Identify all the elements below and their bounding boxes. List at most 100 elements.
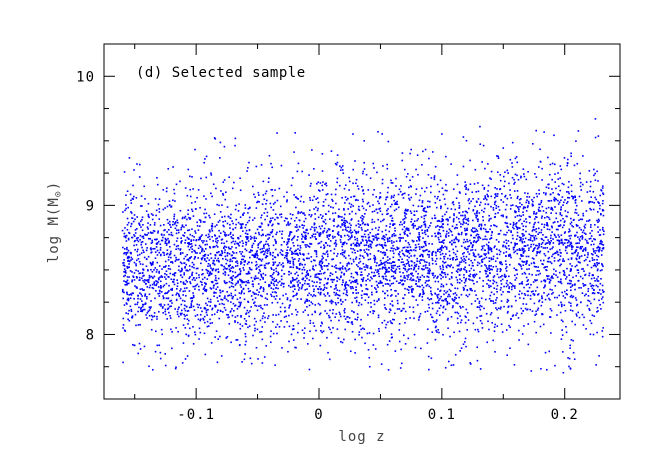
scatter-point [272, 321, 274, 323]
scatter-point [408, 291, 410, 294]
scatter-point [169, 305, 171, 308]
scatter-point [336, 181, 338, 184]
scatter-point [423, 268, 425, 271]
scatter-point [374, 258, 377, 260]
scatter-point [402, 193, 404, 195]
scatter-point [495, 288, 498, 290]
scatter-point [368, 356, 371, 359]
scatter-point [160, 286, 162, 289]
scatter-point [386, 167, 389, 170]
scatter-point [521, 260, 523, 263]
scatter-point [218, 303, 221, 305]
scatter-point [431, 151, 434, 153]
scatter-point [438, 307, 441, 310]
scatter-point [424, 260, 426, 263]
scatter-point [315, 253, 318, 255]
scatter-point [485, 198, 488, 201]
scatter-point [445, 246, 448, 249]
scatter-point [428, 285, 431, 288]
scatter-point [458, 264, 460, 267]
scatter-point [323, 293, 325, 296]
scatter-point [177, 258, 179, 261]
scatter-point [544, 247, 546, 249]
scatter-point [391, 304, 394, 307]
scatter-point [135, 237, 138, 240]
scatter-point [122, 246, 124, 249]
scatter-point [303, 212, 305, 214]
scatter-point [121, 229, 124, 232]
scatter-point [339, 226, 342, 228]
scatter-point [203, 332, 206, 335]
scatter-point [374, 348, 377, 350]
scatter-point [143, 251, 145, 254]
scatter-point [572, 339, 574, 342]
scatter-point [158, 208, 161, 210]
scatter-point [443, 198, 446, 200]
scatter-point [536, 286, 539, 289]
scatter-point [295, 249, 297, 252]
scatter-point [571, 310, 574, 312]
scatter-point [142, 263, 144, 266]
scatter-point [237, 321, 239, 324]
scatter-point [411, 176, 414, 178]
scatter-point [147, 269, 149, 272]
scatter-point [364, 299, 367, 302]
scatter-point [142, 279, 144, 282]
scatter-point [601, 208, 604, 211]
scatter-point [139, 238, 141, 241]
scatter-point [537, 293, 539, 296]
scatter-point [271, 301, 274, 304]
scatter-point [367, 249, 370, 251]
scatter-point [185, 224, 187, 227]
scatter-point [446, 300, 449, 303]
scatter-point [249, 268, 252, 271]
scatter-point [495, 281, 498, 284]
scatter-point [551, 231, 553, 233]
scatter-point [268, 237, 270, 239]
scatter-point [478, 300, 481, 303]
scatter-point [512, 314, 515, 316]
scatter-point [488, 241, 490, 244]
scatter-point [158, 272, 160, 274]
scatter-point [358, 243, 360, 245]
scatter-point [258, 305, 260, 307]
scatter-point [175, 224, 178, 227]
scatter-point [187, 323, 189, 325]
scatter-point [589, 232, 591, 235]
scatter-point [153, 222, 156, 224]
scatter-point [229, 233, 232, 235]
scatter-point [578, 257, 581, 260]
scatter-point [559, 280, 562, 283]
scatter-point [228, 316, 230, 318]
scatter-point [576, 255, 579, 257]
scatter-point [135, 264, 137, 267]
scatter-point [365, 252, 368, 255]
scatter-point [153, 224, 156, 226]
scatter-point [425, 267, 427, 269]
scatter-point [141, 218, 143, 221]
scatter-point [169, 314, 171, 317]
scatter-point [446, 273, 449, 276]
scatter-point [158, 198, 161, 200]
scatter-point [544, 266, 546, 268]
scatter-point [235, 261, 237, 263]
scatter-point [162, 297, 165, 300]
scatter-point [321, 217, 323, 219]
scatter-point [361, 255, 364, 257]
scatter-point [367, 258, 370, 261]
scatter-point [575, 204, 578, 207]
scatter-point [597, 310, 599, 312]
scatter-point [247, 272, 250, 274]
scatter-point [165, 244, 168, 246]
scatter-point [346, 234, 349, 237]
scatter-point [156, 249, 159, 252]
scatter-point [432, 250, 435, 253]
scatter-point [397, 293, 400, 295]
scatter-point [187, 168, 190, 171]
scatter-point [199, 252, 201, 254]
scatter-point [261, 308, 264, 310]
scatter-point [334, 236, 336, 238]
scatter-point [516, 226, 518, 229]
scatter-point [464, 241, 467, 243]
scatter-point [535, 176, 538, 178]
